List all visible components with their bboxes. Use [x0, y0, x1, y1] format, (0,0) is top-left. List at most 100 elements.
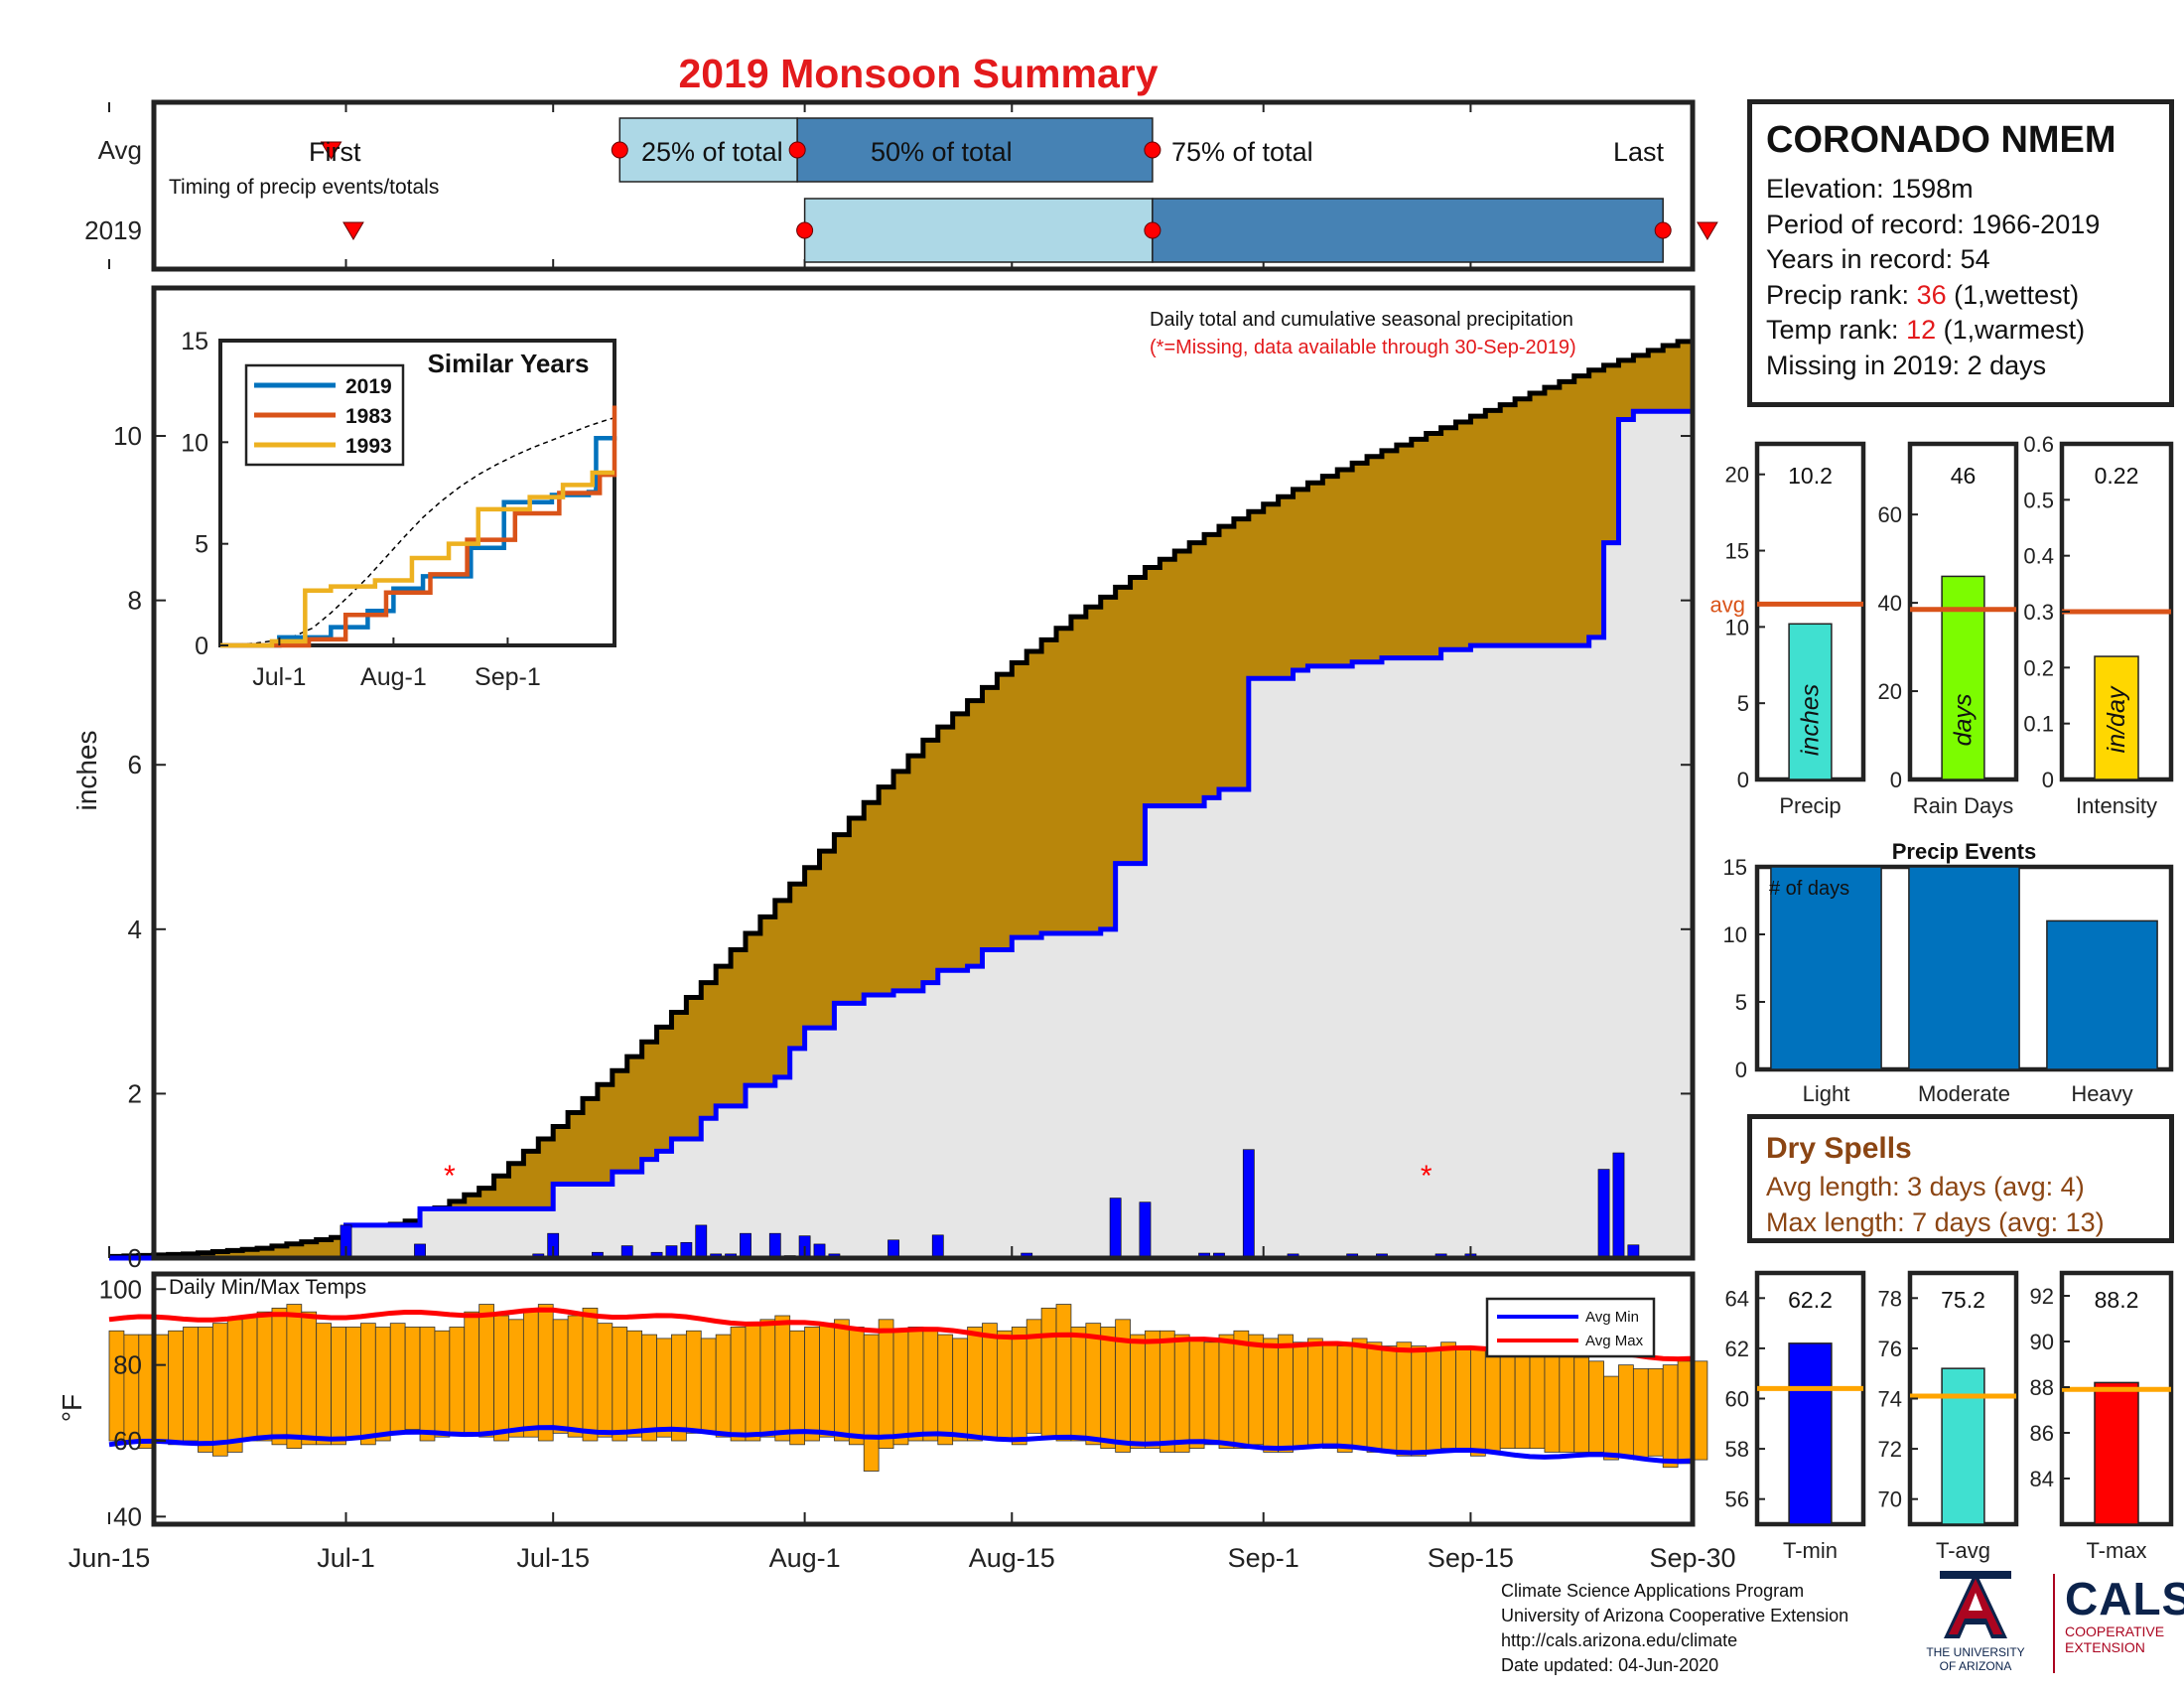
events-x-label-Light: Light [1803, 1081, 1850, 1106]
daily-temp-bar [537, 1304, 554, 1442]
bar-unit-label-Intensity: in/day [2103, 685, 2130, 753]
events-bar-Light [1770, 866, 1882, 1070]
years-value: 54 [1960, 244, 1990, 274]
main-plot-frame [151, 285, 1696, 1261]
years-label: Years in record: [1766, 244, 1954, 274]
daily-precip-bar [768, 1232, 781, 1259]
ua-line2: OF ARIZONA [1939, 1659, 2012, 1673]
x-tick-label: Jul-1 [317, 1543, 375, 1573]
station-name: CORONADO NMEM [1766, 119, 2116, 161]
temp-rank-note: (1,warmest) [1943, 315, 2086, 345]
timing-p25-label: 25% of total [641, 137, 783, 167]
timing-p75-label: 75% of total [1171, 137, 1313, 167]
summary-bar-panels: 10.2 0 5 10 15 20 Precip inches avg 46 0 20 40 60 Rain… [1710, 432, 2174, 818]
daily-temp-bar [1351, 1338, 1368, 1450]
daily-temp-bar [256, 1311, 273, 1442]
bar-unit-label-Precip: inches [1797, 684, 1825, 756]
bar-unit-label-Rain Days: days [1950, 694, 1978, 747]
daily-temp-bar [567, 1315, 584, 1438]
station-years: Years in record: 54 [1766, 242, 2155, 278]
daily-precip-bar [1139, 1201, 1152, 1259]
cals-logo: CALS COOPERATIVE EXTENSION [2053, 1574, 2184, 1673]
daily-temp-bar [937, 1334, 954, 1446]
panel-x-label-T-max: T-max [2086, 1538, 2146, 1563]
avg-min-line [108, 1425, 1694, 1465]
avg-q2-box [796, 117, 1154, 183]
x-tick-label: Sep-30 [1649, 1543, 1735, 1573]
daily-precip-bar [887, 1239, 899, 1259]
percentile-marker [788, 141, 806, 159]
temps-title: Daily Min/Max Temps [169, 1276, 366, 1299]
main-y-tick-label: 2 [128, 1078, 142, 1108]
daily-temp-bar [878, 1319, 894, 1450]
daily-temp-bar [198, 1327, 213, 1453]
cals-wordmark: CALS [2065, 1573, 2184, 1624]
panel-y-tick-label: 0.5 [2023, 488, 2054, 512]
events-y-tick-label: 10 [1723, 922, 1747, 947]
temps-legend-box [1485, 1297, 1656, 1358]
daily-temp-bar [952, 1338, 968, 1442]
daily-temp-bar [982, 1323, 998, 1438]
percentile-marker [1144, 141, 1161, 159]
daily-temp-bar [863, 1334, 880, 1472]
percentile-marker [1144, 221, 1161, 239]
daily-temp-bar [715, 1334, 732, 1438]
daily-temp-bar [1603, 1375, 1619, 1461]
daily-temp-bar [1218, 1334, 1235, 1450]
daily-temp-bar [1145, 1330, 1160, 1450]
period-value: 1966-2019 [1972, 209, 2101, 239]
daily-temp-bar [478, 1304, 494, 1438]
daily-temp-bar [1233, 1330, 1250, 1450]
y2019-cumulative-area [109, 411, 1693, 1258]
main-y-axis-label: inches [71, 731, 102, 811]
daily-temp-bar [1573, 1356, 1590, 1453]
temps-legend-min: Avg Min [1585, 1309, 1639, 1326]
daily-temp-bar [671, 1334, 687, 1442]
precip-rank-note: (1,wettest) [1954, 279, 2080, 310]
panel-y-tick-label: 40 [1878, 591, 1902, 616]
events-bar-Heavy [2046, 919, 2158, 1070]
daily-temp-bar [108, 1330, 125, 1442]
station-info-box: CORONADO NMEM Elevation: 1598m Period of… [1747, 99, 2174, 407]
missing-label: Missing in 2019: [1766, 350, 1961, 380]
daily-temp-bar [626, 1330, 643, 1438]
daily-temp-bar [759, 1319, 776, 1438]
panel-y-tick-label: 88 [2030, 1375, 2054, 1400]
panel-y-tick-label: 0.1 [2023, 712, 2054, 737]
temps-y-tick-label: 40 [113, 1501, 142, 1531]
bar-T-avg [1941, 1367, 1985, 1525]
events-x-label-Moderate: Moderate [1918, 1081, 2010, 1106]
daily-temp-bar [241, 1315, 258, 1442]
x-tick-label: Sep-15 [1428, 1543, 1514, 1573]
daily-temp-bar [612, 1327, 628, 1442]
daily-temp-bar [848, 1327, 865, 1446]
panel-y-tick-label: 0.6 [2023, 432, 2054, 457]
daily-temp-bar [1011, 1327, 1027, 1446]
daily-temp-bar [1040, 1307, 1057, 1438]
daily-temp-bar [834, 1319, 850, 1442]
daily-temp-bar [1381, 1345, 1398, 1453]
main-y-tick-label: 8 [128, 586, 142, 616]
figure-title: 2019 Monsoon Summary [678, 51, 1158, 96]
percentile-marker [611, 141, 628, 159]
daily-temp-bar [804, 1327, 820, 1442]
daily-temp-bar [1662, 1364, 1679, 1469]
daily-temp-bar [389, 1323, 406, 1434]
daily-temp-bar [1426, 1348, 1441, 1453]
dry-spells-box: Dry Spells Avg length: 3 days (avg: 4) M… [1747, 1114, 2174, 1243]
inset-x-tick-label: Sep-1 [475, 663, 541, 691]
bar-Rain Days [1941, 575, 1985, 780]
inset-legend-label-1983: 1983 [345, 405, 392, 428]
station-precip-rank: Precip rank: 36 (1,wettest) [1766, 278, 2155, 314]
daily-temp-bar [1188, 1338, 1205, 1450]
station-period: Period of record: 1966-2019 [1766, 208, 2155, 243]
panel-y-tick-label: 0.4 [2023, 544, 2054, 569]
daily-precip-bar [931, 1234, 944, 1259]
temps-y-axis-label: °F [57, 1394, 87, 1422]
panel-y-tick-label: 0 [2042, 768, 2054, 792]
panel-y-tick-label: 58 [1725, 1437, 1749, 1462]
precip-rank-value: 36 [1916, 279, 1947, 310]
arizona-a-icon [1940, 1571, 2011, 1638]
panel-y-tick-label: 5 [1737, 691, 1749, 716]
